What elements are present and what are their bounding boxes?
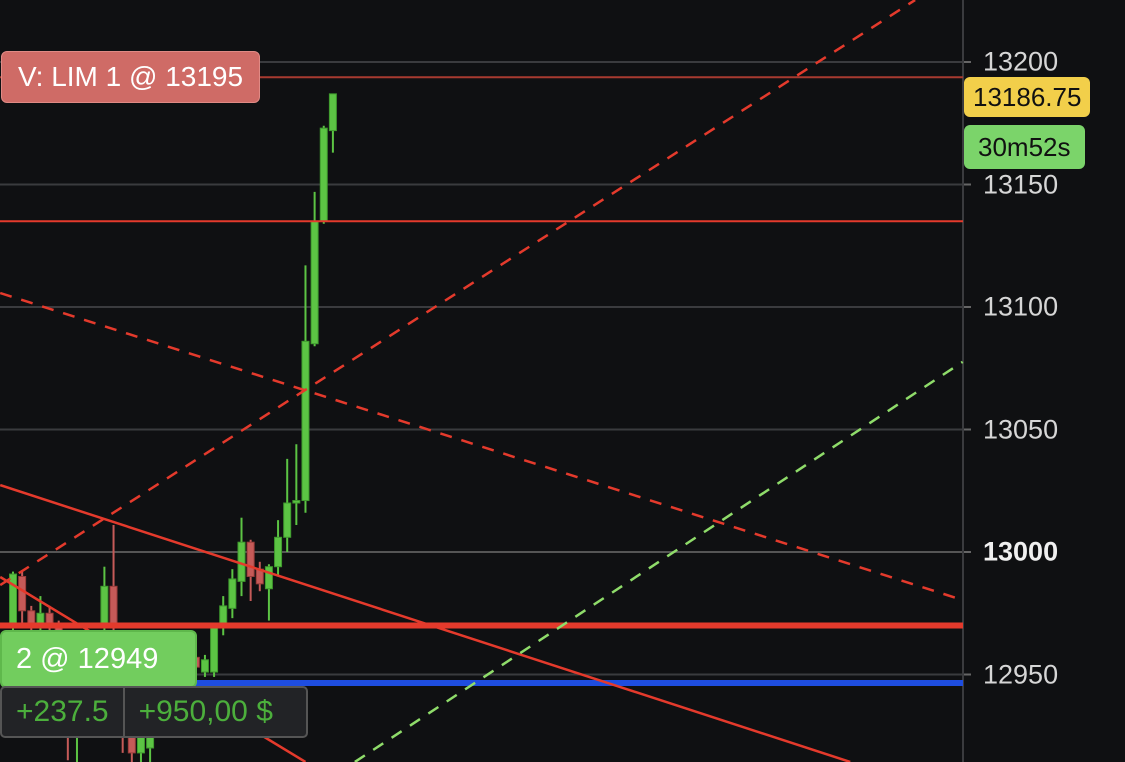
candle-up [228,578,237,609]
axis-tick-label: 13200 [983,46,1059,77]
axis-tick-label: 13100 [983,291,1059,322]
axis-tick-label: 12950 [983,659,1059,689]
candle-up [219,605,228,624]
candle-up [200,659,209,673]
candle-down [246,541,255,578]
candle-down [127,735,136,754]
candle-up [319,127,328,222]
candle-up [301,340,310,502]
trendline [0,291,964,602]
position-stats: +237.5 +950,00 $ [0,686,308,738]
position-widget[interactable]: 2 @ 12949 +237.5 +950,00 $ [0,630,308,738]
candle-down [109,585,118,626]
axis-tick-label: 13050 [983,414,1059,444]
current-price-label: 13186.75 [964,77,1091,117]
position-points: +237.5 [16,695,109,728]
candle-up [283,502,292,538]
candle-up [328,93,337,132]
limit-order-label[interactable]: V: LIM 1 @ 13195 [1,51,261,103]
trendline [0,483,851,762]
axis-tick-label: 13150 [983,169,1059,199]
candle-up [292,500,301,504]
candle-up [100,585,109,626]
axis-tick-label: 13000 [983,536,1059,567]
candle-up [310,220,319,345]
candle-up [274,536,283,568]
candle-down [18,576,27,612]
bar-timer-label: 30m52s [964,125,1085,169]
position-label[interactable]: 2 @ 12949 [0,630,197,688]
trendline [354,360,964,762]
trendline [0,0,916,587]
position-pnl: +950,00 $ [122,688,287,736]
candle-up [264,566,273,590]
candle-up [9,573,17,626]
